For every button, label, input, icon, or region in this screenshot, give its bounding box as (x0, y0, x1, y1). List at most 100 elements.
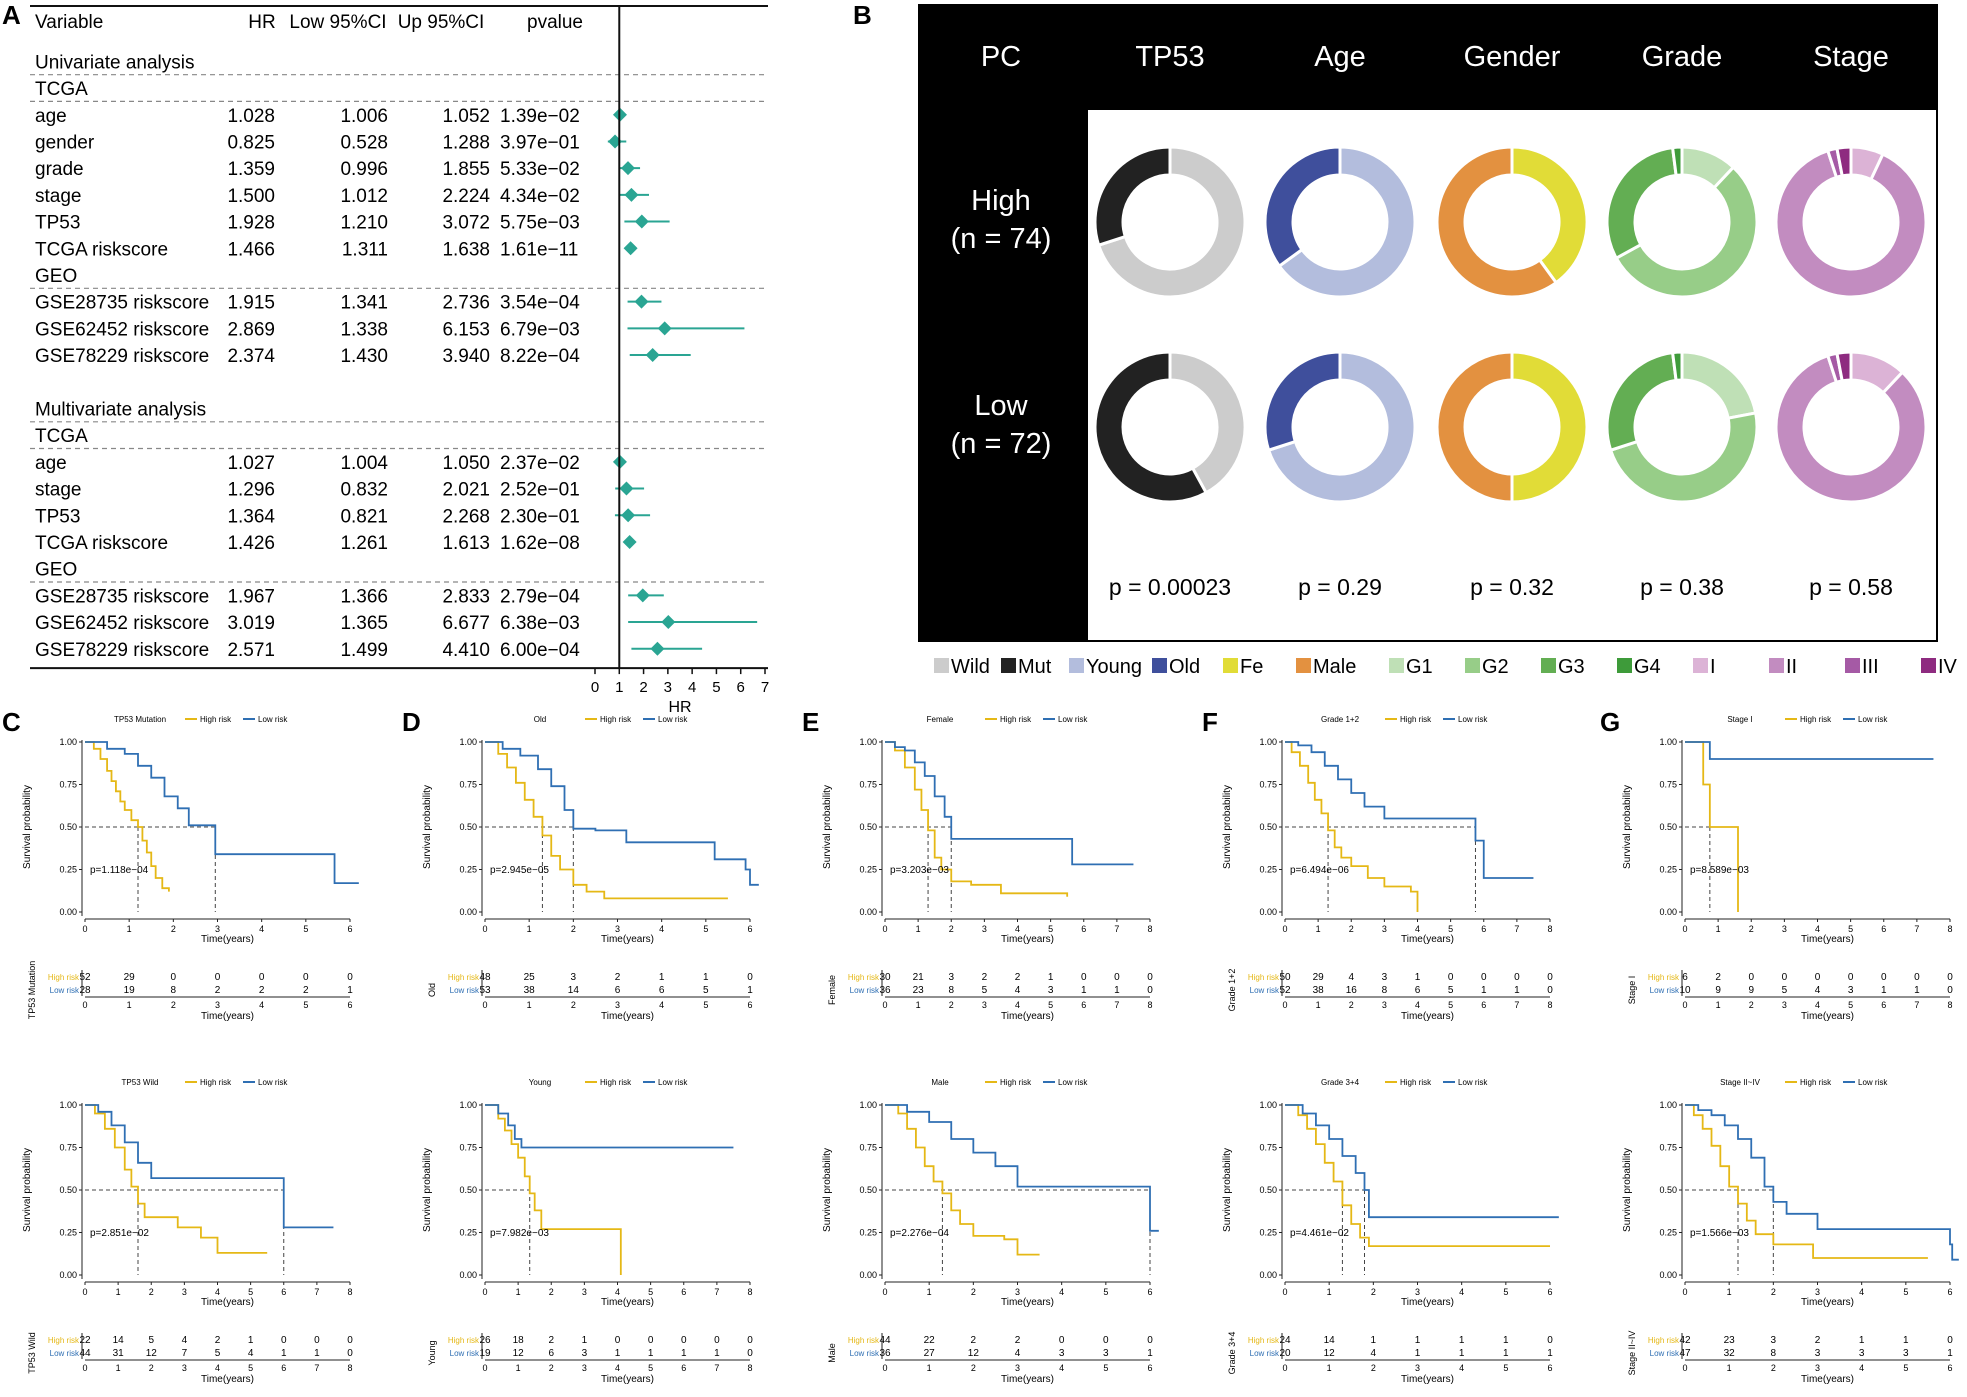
km-risk-x-tick-label: 5 (703, 1000, 708, 1010)
km-risk-high-count: 0 (303, 972, 309, 983)
forest-x-tick-label: 3 (664, 679, 672, 696)
km-risk-x-tick-label: 3 (615, 1000, 620, 1010)
pie-group-n: (n = 74) (951, 223, 1052, 255)
km-plot-g2: Stage II~IV High risk Low risk 0.00 0.25 0.50… (1622, 1078, 1959, 1385)
km-risk-low-count: 1 (681, 1348, 687, 1359)
km-risk-x-tick-label: 1 (527, 1000, 532, 1010)
km-risk-high-count: 0 (1103, 1335, 1109, 1346)
km-risk-low-count: 4 (1371, 1348, 1377, 1359)
km-risk-x-tick-label: 5 (248, 1363, 253, 1373)
km-risk-low-count: 1 (714, 1348, 720, 1359)
km-x-tick-label: 8 (347, 1287, 352, 1297)
km-risk-low-count: 12 (146, 1348, 158, 1359)
km-risk-high-count: 2 (215, 1335, 221, 1346)
km-risk-low-count: 5 (1448, 985, 1454, 996)
forest-hr-point (621, 508, 636, 523)
km-risk-x-tick-label: 3 (582, 1363, 587, 1373)
km-risk-low-label: Low risk (50, 1349, 80, 1358)
km-risk-high-count: 0 (1881, 972, 1887, 983)
km-x-tick-label: 5 (1103, 1287, 1108, 1297)
km-risk-high-label: High risk (848, 1336, 880, 1345)
km-risk-high-count: 5 (148, 1335, 154, 1346)
km-risk-low-label: Low risk (450, 986, 480, 995)
legend-swatch-iii (1845, 658, 1860, 673)
km-pvalue: p=3.203e−03 (890, 865, 949, 876)
km-risk-x-tick-label: 2 (971, 1363, 976, 1373)
km-y-tick-label: 0.75 (59, 1143, 77, 1153)
forest-row-label: stage (35, 480, 81, 501)
km-plot-f2: Grade 3+4 High risk Low risk 0.00 0.25 0.50 0.… (1222, 1078, 1559, 1385)
panel-letter-e: E (802, 707, 819, 737)
km-risk-high-count: 29 (1313, 972, 1325, 983)
km-risk-x-tick-label: 3 (982, 1000, 987, 1010)
km-risk-high-label: High risk (1648, 973, 1680, 982)
km-risk-x-tick-label: 4 (1059, 1363, 1064, 1373)
pie-slice-g2 (1608, 411, 1759, 504)
km-pvalue: p=1.118e−04 (90, 865, 149, 876)
km-x-tick-label: 6 (1081, 924, 1086, 934)
km-legend-low: Low risk (658, 715, 688, 724)
km-x-tick-label: 4 (1459, 1287, 1464, 1297)
km-risk-high-count: 1 (659, 972, 665, 983)
legend-swatch-ii (1769, 658, 1784, 673)
panel-letter-d: D (402, 707, 421, 737)
km-x-axis-label: Time(years) (601, 934, 654, 945)
km-plot-c1: TP53 Mutation High risk Low risk 0.00 0.25 0.… (22, 715, 359, 1022)
legend-swatch-i (1693, 658, 1708, 673)
km-y-tick-label: 1.00 (859, 1100, 877, 1110)
km-risk-low-count: 8 (1382, 985, 1388, 996)
km-y-tick-label: 0.00 (59, 907, 77, 917)
km-risk-high-count: 0 (1782, 972, 1788, 983)
km-risk-high-count: 0 (1547, 972, 1553, 983)
km-risk-x-tick-label: 1 (127, 1000, 132, 1010)
km-risk-high-count: 1 (1371, 1335, 1377, 1346)
km-x-tick-label: 6 (1947, 1287, 1952, 1297)
km-legend-low: Low risk (1058, 1078, 1088, 1087)
km-title: Grade 1+2 (1321, 715, 1360, 724)
km-curve-low-risk (485, 1104, 734, 1149)
km-risk-x-tick-label: 8 (1947, 1000, 1952, 1010)
km-risk-x-tick-label: 2 (549, 1363, 554, 1373)
km-risk-low-count: 1 (1481, 985, 1487, 996)
pie-chart-panel: PC TP53 Age Gender Grade Stage High (n = 74) Low… (918, 4, 1958, 678)
km-risk-low-count: 7 (182, 1348, 188, 1359)
legend-swatch-g2 (1465, 658, 1480, 673)
km-risk-x-tick-label: 4 (659, 1000, 664, 1010)
forest-row-label: TCGA riskscore (35, 533, 168, 554)
km-risk-high-count: 1 (1048, 972, 1054, 983)
km-curve-high-risk (885, 741, 1069, 897)
km-risk-x-axis-label: Time(years) (1401, 1374, 1454, 1385)
km-y-tick-label: 0.00 (1259, 907, 1277, 917)
km-y-tick-label: 1.00 (459, 737, 477, 747)
km-risk-high-count: 2 (971, 1335, 977, 1346)
km-x-tick-label: 8 (1147, 924, 1152, 934)
km-risk-high-count: 0 (1514, 972, 1520, 983)
forest-hr-point (634, 294, 649, 309)
km-x-tick-label: 3 (1815, 1287, 1820, 1297)
km-x-tick-label: 6 (347, 924, 352, 934)
km-risk-low-count: 2 (215, 985, 221, 996)
km-y-tick-label: 1.00 (1259, 737, 1277, 747)
km-risk-high-count: 0 (1848, 972, 1854, 983)
km-risk-x-tick-label: 5 (1848, 1000, 1853, 1010)
km-risk-x-tick-label: 5 (1448, 1000, 1453, 1010)
km-risk-x-tick-label: 7 (1914, 1000, 1919, 1010)
km-title: TP53 Wild (122, 1078, 159, 1087)
pie-slice-ii (1774, 148, 1928, 299)
km-x-tick-label: 5 (248, 1287, 253, 1297)
legend-swatch-fe (1223, 658, 1238, 673)
km-risk-low-label: Low risk (450, 1349, 480, 1358)
km-risk-low-count: 0 (747, 1348, 753, 1359)
km-risk-x-tick-label: 6 (747, 1000, 752, 1010)
km-legend-low: Low risk (1858, 715, 1888, 724)
forest-pvalue: 5.33e−02 (500, 159, 580, 180)
km-plot-d1: Old High risk Low risk 0.00 0.25 0.50 0.75 1.00… (422, 715, 759, 1022)
forest-hr-point (624, 187, 639, 202)
km-risk-high-count: 0 (215, 972, 221, 983)
km-risk-group-label: Female (827, 975, 837, 1005)
km-y-tick-label: 0.00 (859, 907, 877, 917)
km-risk-x-axis-label: Time(years) (1401, 1011, 1454, 1022)
km-y-tick-label: 0.75 (1259, 780, 1277, 790)
km-risk-low-count: 36 (879, 1348, 891, 1359)
